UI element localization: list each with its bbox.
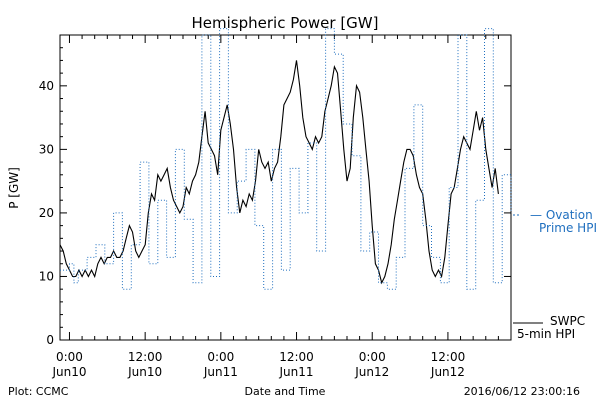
x-tick-date-label: Jun11 xyxy=(203,365,238,379)
y-tick-label: 10 xyxy=(39,269,54,283)
y-axis: 0 10 20 30 40 xyxy=(39,47,511,347)
legend-ovation-line1: — Ovation xyxy=(530,208,593,222)
x-tick-time-label: 12:00 xyxy=(431,350,466,364)
x-tick-time-label: 12:00 xyxy=(128,350,163,364)
x-tick-time-label: 0:00 xyxy=(359,350,386,364)
x-tick-time-label: 0:00 xyxy=(56,350,83,364)
x-tick-date-label: Jun12 xyxy=(430,365,465,379)
series-layer xyxy=(59,28,512,290)
x-tick-date-label: Jun12 xyxy=(354,365,389,379)
plot-frame xyxy=(59,34,512,341)
x-tick-date-label: Jun11 xyxy=(279,365,314,379)
chart-title: Hemispheric Power [GW] xyxy=(192,14,379,32)
x-tick-date-label: Jun10 xyxy=(51,365,86,379)
y-tick-label: 0 xyxy=(46,333,54,347)
footer-timestamp: 2016/06/12 23:00:16 xyxy=(464,385,580,398)
series-ovation-prime-line xyxy=(60,28,512,290)
x-tick-time-label: 0:00 xyxy=(207,350,234,364)
legend-ovation: — Ovation Prime HPI xyxy=(513,208,597,235)
legend-ovation-line2: Prime HPI xyxy=(539,221,597,235)
y-tick-label: 30 xyxy=(39,142,54,156)
legend-swpc: SWPC 5-min HPI xyxy=(513,314,585,341)
y-tick-label: 20 xyxy=(39,206,54,220)
series-swpc-line xyxy=(59,60,499,285)
legend-swpc-line2: 5-min HPI xyxy=(517,327,575,341)
x-tick-date-label: Jun10 xyxy=(127,365,162,379)
x-tick-time-label: 12:00 xyxy=(279,350,314,364)
y-axis-label: P [GW] xyxy=(7,167,21,209)
legend-swpc-line1: SWPC xyxy=(550,314,585,328)
x-axis-label: Date and Time xyxy=(245,385,326,398)
y-tick-label: 40 xyxy=(39,79,54,93)
x-axis: 0:00Jun1012:00Jun100:00Jun1112:00Jun110:… xyxy=(51,35,499,379)
footer-plot-credit: Plot: CCMC xyxy=(8,385,69,398)
